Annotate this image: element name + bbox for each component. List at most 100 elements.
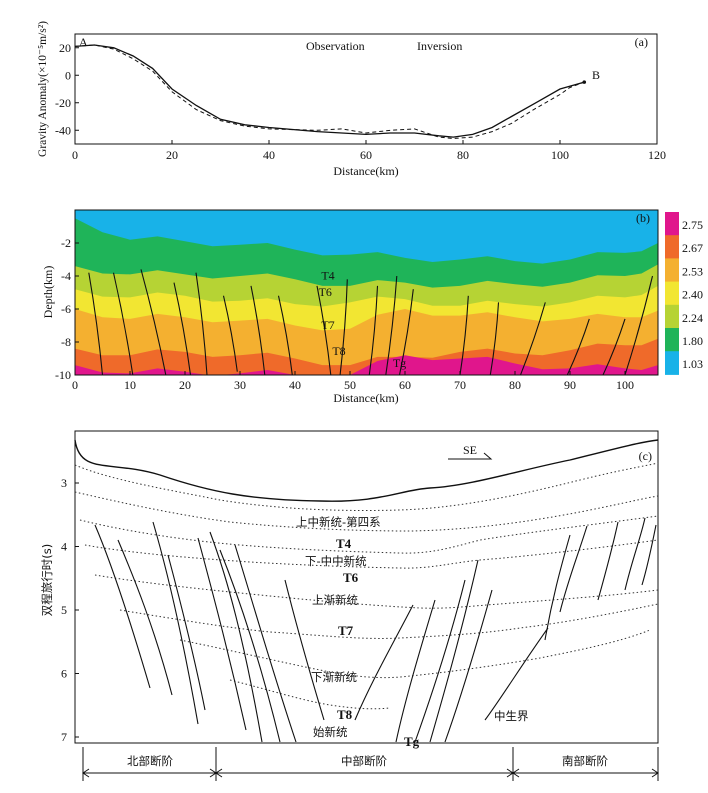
- a-xtick-label: 40: [263, 148, 275, 162]
- fault-line: [88, 272, 104, 375]
- b-horizon-label: T6: [319, 285, 332, 299]
- colorbar-tick-label: 1.80: [682, 334, 703, 348]
- colorbar-swatch: [665, 304, 679, 329]
- b-horizon-label: Tg: [393, 356, 406, 370]
- fault-line: [398, 289, 414, 375]
- colorbar-tick-label: 2.75: [682, 218, 703, 232]
- b-ytick-label: -4: [61, 269, 71, 283]
- panel-c-label: (c): [639, 449, 652, 463]
- b-xtick-label: 70: [454, 378, 466, 392]
- panel-a-label: (a): [635, 35, 648, 49]
- a-xtick-label: 100: [551, 148, 569, 162]
- b-horizon-label: T4: [321, 268, 334, 282]
- dotted-horizons: [74, 462, 659, 710]
- unit-label-mesozoic: 中生界: [494, 709, 529, 723]
- colorbar-swatch: [665, 281, 679, 306]
- c-ytick-label: 3: [61, 476, 67, 490]
- b-ytick-label: -6: [61, 302, 71, 316]
- b-xtick-label: 30: [234, 378, 246, 392]
- panel-a-series: [74, 44, 587, 140]
- b-horizon-label: T7: [321, 318, 334, 332]
- fault-line: [112, 272, 134, 375]
- colorbar-tick-label: 2.40: [682, 288, 703, 302]
- colorbar-tick-label: 2.24: [682, 311, 703, 325]
- fault-line: [566, 318, 590, 375]
- colorbar-swatch: [665, 328, 679, 352]
- unit-label-eocene: 始新统: [313, 725, 348, 739]
- b-xtick-label: 90: [564, 378, 576, 392]
- fault-line: [195, 272, 208, 375]
- panel-b-xlabel: Distance(km): [333, 391, 398, 405]
- b-xtick-label: 60: [399, 378, 411, 392]
- a-ytick-label: 20: [59, 41, 71, 55]
- fault-line: [602, 318, 626, 375]
- a-ytick-label: 0: [65, 68, 71, 82]
- unit-label-upper-oligocene: 上渐新统: [312, 593, 358, 607]
- point-label-a: A: [79, 35, 88, 49]
- fault-line: [173, 282, 192, 375]
- unit-label-upper-miocene-quaternary: 上中新统-第四系: [296, 515, 381, 529]
- legend-observation: Observation: [306, 39, 365, 53]
- structural-zone-bar: [82, 747, 659, 781]
- faults-b: [88, 269, 654, 375]
- b-xtick-label: 20: [179, 378, 191, 392]
- a-xtick-label: 60: [360, 148, 372, 162]
- b-xtick-label: 10: [124, 378, 136, 392]
- b-horizon-label: T8: [332, 344, 345, 358]
- seafloor-horizon: [74, 439, 659, 502]
- unit-label-lower-middle-miocene: 下-中中新统: [305, 554, 367, 568]
- panel-a-gravity-profile: (a) Observation Inversion A B Distance(k…: [37, 21, 666, 178]
- colorbar-tick-label: 1.03: [682, 357, 703, 371]
- a-xtick-label: 20: [166, 148, 178, 162]
- colorbar-tick-label: 2.53: [682, 264, 703, 278]
- layer-magenta: [75, 355, 658, 375]
- zone-label-central: 中部断阶: [341, 754, 387, 768]
- density-layers: [75, 210, 658, 375]
- c-ytick-label: 4: [61, 540, 67, 554]
- fault-line: [250, 285, 266, 375]
- horizon-label-t8: T8: [337, 707, 353, 722]
- fault-line: [222, 295, 238, 372]
- se-direction-label: SE: [463, 443, 477, 457]
- series-line-observation: [74, 44, 585, 138]
- a-xtick-label: 0: [72, 148, 78, 162]
- panel-a-frame: [74, 33, 658, 145]
- panel-b-ylabel: Depth(km): [41, 266, 55, 319]
- panel-c-frame: [74, 430, 659, 744]
- b-xtick-label: 100: [616, 378, 634, 392]
- b-xtick-label: 50: [344, 378, 356, 392]
- a-ytick-label: -40: [55, 123, 71, 137]
- zone-label-south: 南部断阶: [562, 754, 608, 768]
- colorbar-tick-label: 2.67: [682, 241, 703, 255]
- c-ytick-label: 6: [61, 667, 67, 681]
- panel-a-ticks: 0 20 40 60 80 100 120 20 0 -20 -40: [55, 41, 666, 162]
- colorbar-swatch: [665, 258, 679, 283]
- a-xtick-label: 80: [457, 148, 469, 162]
- panel-b-density-section: (b) T4 T6 T7 T8 Tg 0 10 20 30 40 50 60 70 80 90 100 -2 -…: [41, 209, 703, 405]
- colorbar: 2.75 2.67 2.53 2.40 2.24 1.80 1.03: [665, 212, 703, 375]
- zone-label-north: 北部断阶: [127, 754, 173, 768]
- colorbar-swatch: [665, 235, 679, 259]
- b-ytick-label: -10: [55, 368, 71, 382]
- faults-c: [94, 517, 657, 743]
- horizon-label-t7: T7: [338, 623, 354, 638]
- horizon-label-t4: T4: [336, 536, 352, 551]
- panel-c-ylabel: 双程旅行时(s): [40, 544, 54, 616]
- fault-line: [368, 285, 379, 375]
- b-xtick-label: 40: [289, 378, 301, 392]
- c-ytick-label: 7: [61, 730, 67, 744]
- panel-a-xlabel: Distance(km): [333, 164, 398, 178]
- c-ytick-label: 5: [61, 603, 67, 617]
- unit-label-lower-oligocene: 下渐新统: [311, 670, 357, 684]
- panel-c-ticks: 3 4 5 6 7: [61, 476, 79, 744]
- b-ytick-label: -8: [61, 335, 71, 349]
- b-xtick-label: 80: [509, 378, 521, 392]
- panel-b-ticks: 0 10 20 30 40 50 60 70 80 90 100 -2 -4 -6 -8 -10: [55, 236, 634, 392]
- fault-line: [519, 302, 546, 375]
- horizon-label-tg: Tg: [404, 734, 420, 749]
- a-xtick-label: 120: [648, 148, 666, 162]
- fault-line: [277, 295, 293, 375]
- b-xtick-label: 0: [72, 378, 78, 392]
- fault-line: [624, 275, 654, 375]
